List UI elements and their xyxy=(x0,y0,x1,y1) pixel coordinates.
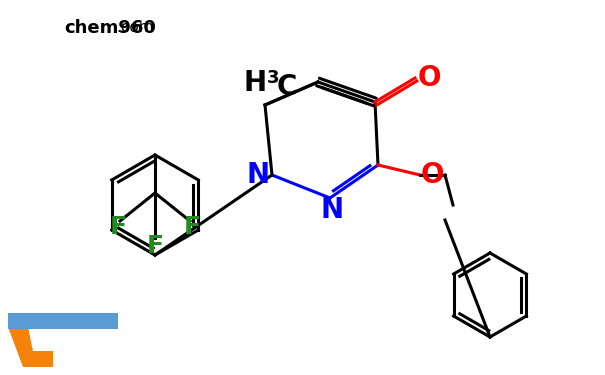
Text: 3: 3 xyxy=(267,69,280,87)
Polygon shape xyxy=(8,327,53,367)
Text: chem960: chem960 xyxy=(64,19,156,37)
Text: H: H xyxy=(243,69,267,97)
Text: F: F xyxy=(110,215,126,239)
Text: .com: .com xyxy=(116,21,154,36)
Text: F: F xyxy=(146,234,163,258)
FancyBboxPatch shape xyxy=(8,313,118,329)
Text: 960 化工网: 960 化工网 xyxy=(44,50,82,60)
Text: O: O xyxy=(420,161,443,189)
Text: F: F xyxy=(183,215,200,239)
Text: N: N xyxy=(321,196,344,224)
Text: C: C xyxy=(277,73,297,101)
Text: O: O xyxy=(417,64,441,92)
Text: N: N xyxy=(246,161,270,189)
